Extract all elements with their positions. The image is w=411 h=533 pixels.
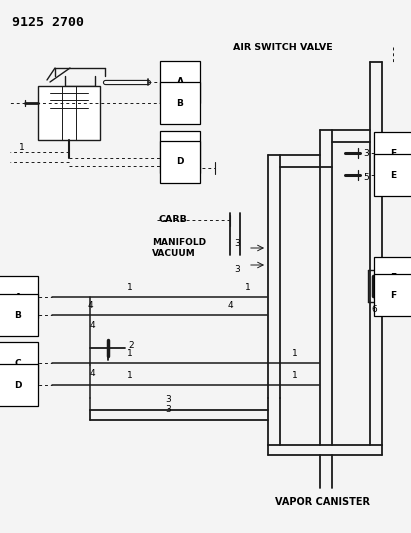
Text: 1: 1 (127, 284, 133, 293)
Text: 1: 1 (292, 372, 298, 381)
Text: A: A (14, 293, 21, 302)
Text: 1: 1 (19, 143, 25, 152)
Text: VAPOR CANISTER: VAPOR CANISTER (275, 497, 370, 507)
Text: B: B (177, 99, 183, 108)
Text: E: E (390, 273, 396, 282)
Text: D: D (176, 157, 184, 166)
Text: 1: 1 (292, 350, 298, 359)
Text: A: A (176, 77, 183, 86)
Text: 3: 3 (165, 406, 171, 415)
Text: 4: 4 (227, 302, 233, 311)
Text: 3: 3 (234, 238, 240, 247)
Text: MANIFOLD
VACUUM: MANIFOLD VACUUM (152, 238, 206, 259)
Text: 4: 4 (87, 302, 93, 311)
Text: 5: 5 (363, 174, 369, 182)
Text: E: E (390, 171, 396, 180)
Text: 3: 3 (165, 395, 171, 405)
Text: 1: 1 (245, 284, 251, 293)
Text: F: F (390, 149, 396, 157)
Text: 6: 6 (371, 305, 377, 314)
Text: 1: 1 (127, 372, 133, 381)
Text: EGR: EGR (168, 164, 189, 173)
Text: D: D (14, 381, 22, 390)
Text: 1: 1 (127, 350, 133, 359)
Text: C: C (177, 148, 183, 157)
Text: B: B (14, 311, 21, 319)
Text: 3: 3 (234, 265, 240, 274)
Text: CARB: CARB (158, 215, 187, 224)
Bar (38, 86, 100, 140)
Text: C: C (15, 359, 21, 367)
Text: 3: 3 (363, 149, 369, 157)
Text: 9125 2700: 9125 2700 (12, 15, 84, 28)
Text: 4: 4 (90, 368, 96, 377)
Text: AIR SWITCH VALVE: AIR SWITCH VALVE (233, 43, 333, 52)
Text: F: F (390, 290, 396, 300)
Text: 4: 4 (90, 320, 96, 329)
Text: 2: 2 (128, 342, 134, 351)
